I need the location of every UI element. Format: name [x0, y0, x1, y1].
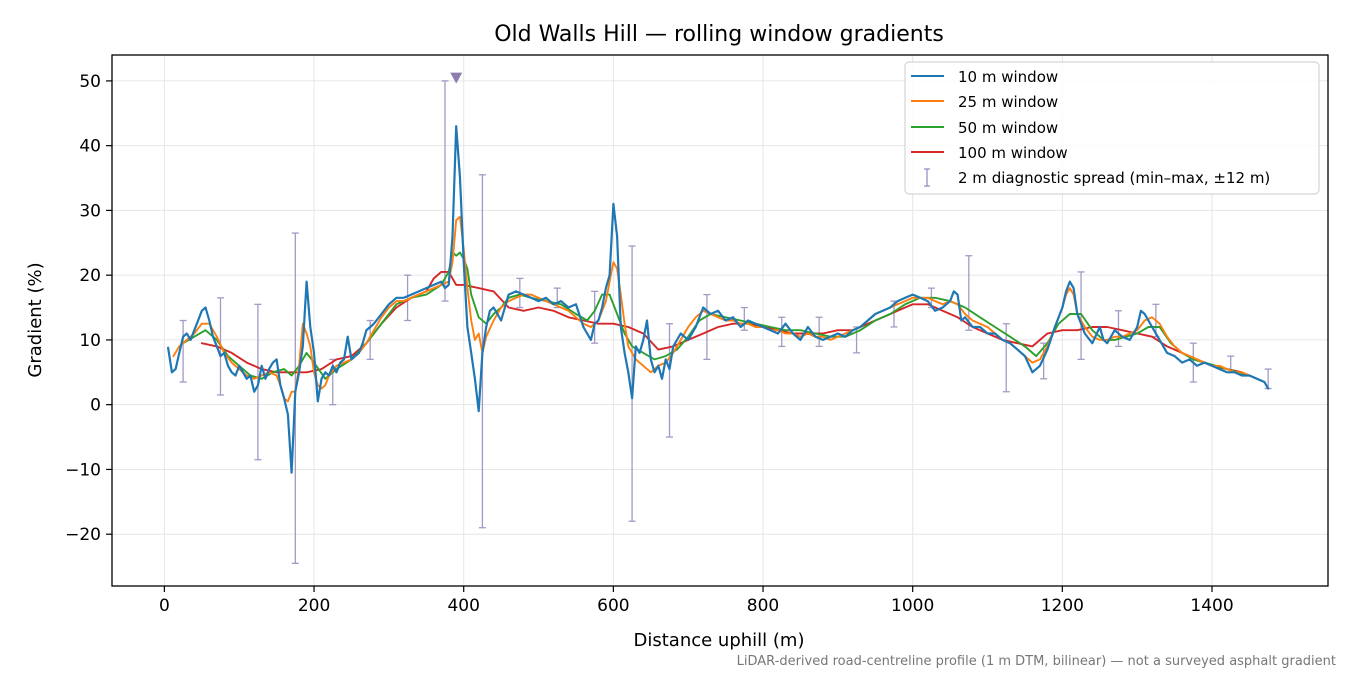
y-tick-label: 20: [79, 266, 101, 286]
y-tick-label: 30: [79, 201, 101, 221]
legend-label-spread: 2 m diagnostic spread (min–max, ±12 m): [958, 169, 1270, 187]
spread-errorbar: [441, 80, 449, 302]
spread-errorbar: [404, 274, 412, 322]
y-tick-label: 50: [79, 72, 101, 92]
spread-errorbar: [591, 290, 599, 344]
series-line-2: [172, 215, 1266, 403]
y-tick-label: 10: [79, 331, 101, 351]
footnote: LiDAR-derived road-centreline profile (1…: [737, 654, 1336, 669]
spread-errorbar: [1040, 342, 1048, 380]
x-tick-label: 1200: [1041, 596, 1084, 616]
spread-errorbar: [179, 319, 187, 383]
spread-errorbar: [665, 323, 673, 438]
spread-errorbar: [1077, 271, 1085, 361]
legend-swatch-spread: [924, 168, 930, 187]
series-layer: [167, 72, 1272, 564]
x-tick-label: 1400: [1190, 596, 1233, 616]
x-axis-label: Distance uphill (m): [634, 630, 805, 651]
x-tick-label: 400: [447, 596, 479, 616]
spread-errorbar: [815, 316, 823, 348]
legend: 10 m window 25 m window 50 m window 100 …: [904, 61, 1320, 195]
spread-errorbar: [740, 306, 748, 331]
y-tick-label: 40: [79, 137, 101, 157]
y-tick-label: −10: [65, 460, 101, 480]
x-tick-label: 1000: [891, 596, 934, 616]
clipped-peak-marker: [450, 72, 463, 84]
x-tick-label: 800: [747, 596, 779, 616]
x-tick-label: 200: [298, 596, 330, 616]
y-tick-label: −20: [65, 525, 101, 545]
spread-errorbar: [703, 293, 711, 361]
x-tick-label: 600: [597, 596, 629, 616]
axis-ticks: 0 200 400 600 800 1000 1200 1400 −20 −10 0 10 20 30 40…: [65, 72, 1234, 616]
y-tick-label: 0: [90, 396, 101, 416]
chart-title: Old Walls Hill — rolling window gradient…: [494, 22, 944, 47]
legend-label-50m: 50 m window: [958, 119, 1058, 137]
x-tick-label: 0: [159, 596, 170, 616]
plot-area-frame: [111, 54, 1329, 587]
legend-label-25m: 25 m window: [958, 93, 1058, 111]
legend-label-100m: 100 m window: [958, 144, 1068, 162]
legend-label-10m: 10 m window: [958, 68, 1058, 86]
series-line-1: [167, 125, 1270, 474]
legend-frame: [904, 61, 1320, 195]
y-axis-label: Gradient (%): [25, 262, 46, 377]
